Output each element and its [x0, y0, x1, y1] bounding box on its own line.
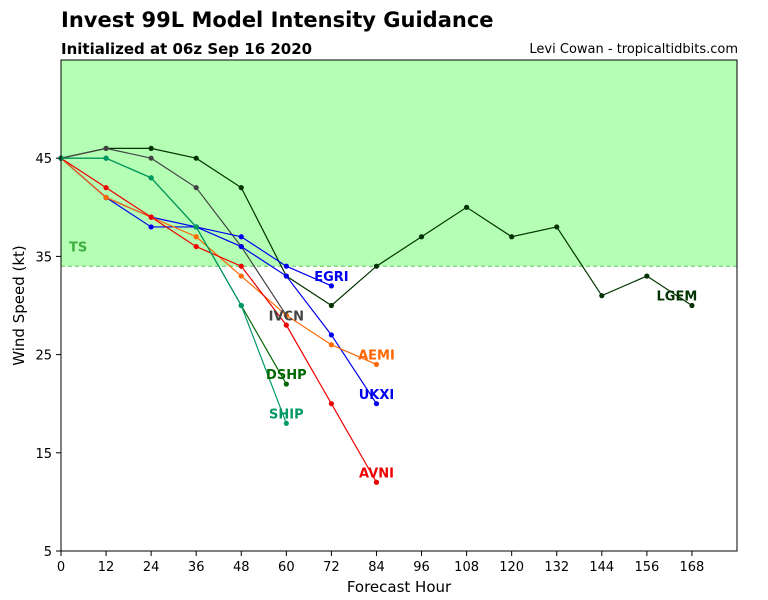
- x-tick-label: 84: [368, 560, 385, 575]
- x-tick-label: 48: [233, 560, 250, 575]
- series-label-ship: SHIP: [269, 408, 304, 423]
- data-point-ship: [193, 224, 199, 230]
- series-label-aemi: AEMI: [358, 349, 395, 364]
- data-point-lgem: [238, 185, 244, 191]
- series-line-ivcn: [60, 147, 287, 316]
- series-label-avni: AVNI: [359, 466, 394, 481]
- x-tick-label: 144: [589, 560, 614, 575]
- data-point-aemi: [238, 273, 244, 279]
- data-point-avni: [193, 243, 199, 250]
- x-axis-label: Forecast Hour: [347, 578, 452, 596]
- x-tick-label: 12: [98, 560, 115, 575]
- series-line-avni: [60, 157, 377, 483]
- x-tick-label: 72: [323, 560, 340, 575]
- y-tick-label: 45: [35, 152, 52, 167]
- data-point-lgem: [554, 224, 560, 230]
- series-label-ivcn: IVCN: [269, 309, 304, 324]
- data-point-lgem: [148, 145, 154, 151]
- series-line-ukxi: [60, 157, 377, 405]
- chart-subtitle: Initialized at 06z Sep 16 2020: [61, 40, 313, 58]
- x-tick-label: 96: [413, 560, 430, 575]
- series-label-layer: LGEM IVCN EGRI UKXI AEMI AVNI DSHP SHIP: [266, 270, 697, 481]
- data-point-avni: [373, 479, 380, 485]
- series-label-ukxi: UKXI: [359, 388, 395, 403]
- series-label-egri: EGRI: [314, 270, 348, 285]
- series-label-dshp: DSHP: [266, 368, 307, 383]
- data-point-avni: [328, 401, 334, 407]
- chart-title: Invest 99L Model Intensity Guidance: [61, 8, 494, 32]
- series-line-ship: [61, 157, 287, 424]
- chart-credit: Levi Cowan - tropicaltidbits.com: [529, 42, 738, 57]
- data-point-ukxi: [238, 243, 244, 250]
- x-tick-label: 60: [278, 560, 295, 575]
- data-point-lgem: [193, 155, 199, 161]
- data-point-aemi: [373, 361, 380, 368]
- data-point-avni: [283, 322, 289, 328]
- y-tick-label: 15: [35, 447, 52, 462]
- y-tick-label: 35: [35, 250, 52, 265]
- data-point-ivcn: [193, 185, 199, 191]
- data-point-aemi: [283, 312, 289, 318]
- x-tick-label: 36: [188, 560, 205, 575]
- data-point-ship: [283, 420, 289, 426]
- data-point-egri: [328, 283, 334, 289]
- tropical-storm-label: TS: [69, 241, 87, 256]
- x-tick-label: 24: [143, 560, 160, 575]
- data-point-lgem: [509, 234, 515, 240]
- tropical-storm-band: [61, 60, 737, 267]
- data-point-ship: [103, 155, 109, 161]
- data-point-lgem: [599, 293, 605, 299]
- data-point-lgem: [464, 204, 470, 210]
- data-point-ukxi: [148, 224, 154, 230]
- data-point-aemi: [103, 194, 109, 201]
- data-point-avni: [238, 263, 244, 269]
- data-point-egri: [283, 263, 289, 269]
- data-point-aemi: [328, 342, 334, 348]
- y-tick-label: 25: [35, 349, 52, 364]
- y-axis-label: Wind Speed (kt): [10, 245, 28, 366]
- data-point-ivcn: [148, 155, 154, 161]
- series-layer: [58, 145, 695, 485]
- data-point-lgem: [328, 302, 334, 309]
- y-tick-label: 5: [44, 545, 52, 560]
- series-label-lgem: LGEM: [657, 290, 698, 305]
- data-point-lgem: [418, 234, 425, 240]
- x-tick-label: 132: [544, 560, 569, 575]
- data-point-lgem: [644, 273, 650, 279]
- data-point-egri: [238, 234, 244, 240]
- data-point-avni: [103, 185, 109, 191]
- data-point-ivcn: [103, 145, 109, 151]
- data-point-lgem: [689, 302, 695, 309]
- data-point-aemi: [193, 234, 199, 240]
- x-tick-label: 156: [634, 560, 659, 575]
- x-tick-label: 120: [499, 560, 524, 575]
- data-point-ship: [148, 175, 154, 181]
- data-point-ship: [238, 302, 244, 309]
- x-axis-ticks: 0 12 24 36 48 60 72 84 96 108 120 132 144 156 168: [57, 551, 704, 575]
- y-axis-ticks: 5 15 25 35 45: [35, 152, 61, 560]
- x-tick-label: 0: [57, 560, 65, 575]
- data-point-lgem: [373, 263, 380, 269]
- plot-frame: [60, 59, 738, 552]
- x-tick-label: 168: [680, 560, 705, 575]
- data-point-dshp: [283, 381, 289, 387]
- data-point-ukxi: [283, 273, 289, 279]
- x-tick-label: 108: [454, 560, 479, 575]
- data-point-ukxi: [373, 401, 380, 407]
- data-point-avni: [148, 214, 154, 220]
- data-point-ukxi: [328, 332, 334, 338]
